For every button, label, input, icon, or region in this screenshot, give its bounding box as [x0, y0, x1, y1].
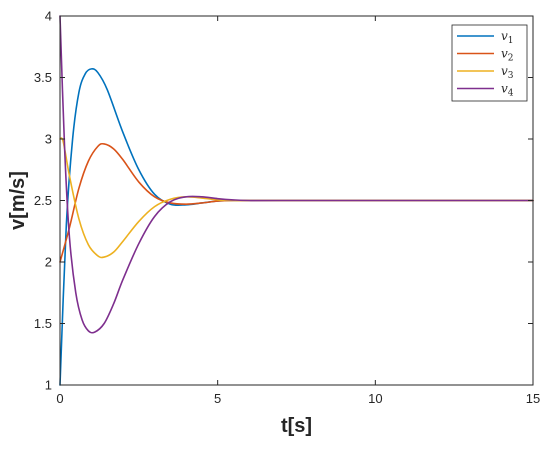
y-tick-label: 1.5	[34, 316, 52, 331]
y-axis: 1 1.5 2 2.5 3 3.5 4	[34, 9, 533, 393]
legend-entry-subscript: 2	[508, 54, 514, 64]
x-tick-label: 10	[368, 391, 382, 406]
legend-entry-name: v	[501, 64, 508, 78]
y-tick-label: 2.5	[34, 193, 52, 208]
y-tick-label: 4	[45, 9, 52, 24]
x-tick-label: 15	[526, 391, 540, 406]
legend-entry-subscript: 1	[508, 36, 514, 46]
y-tick-label: 3	[45, 132, 52, 147]
y-tick-label: 3.5	[34, 70, 52, 85]
legend-entry-v4: v4	[501, 82, 514, 99]
y-axis-label: v[m/s]	[7, 171, 29, 230]
series-line-v4	[59, 15, 534, 334]
x-axis-label: t[s]	[281, 415, 312, 437]
legend-entry-v3: v3	[501, 64, 514, 81]
legend-entry-name: v	[501, 82, 508, 96]
legend-entry-subscript: 3	[508, 71, 514, 81]
legend-entry-subscript: 4	[508, 89, 514, 99]
x-tick-label: 5	[214, 391, 221, 406]
x-axis: 0 5 10 15	[56, 16, 540, 406]
legend-entry-v2: v2	[501, 47, 514, 64]
y-tick-label: 1	[45, 378, 52, 393]
series-layer	[59, 15, 534, 386]
legend-entry-v1: v1	[501, 29, 514, 46]
x-tick-label: 0	[56, 391, 63, 406]
legend-entry-name: v	[501, 29, 508, 43]
y-tick-label: 2	[45, 255, 52, 270]
legend-entry-name: v	[501, 47, 508, 61]
